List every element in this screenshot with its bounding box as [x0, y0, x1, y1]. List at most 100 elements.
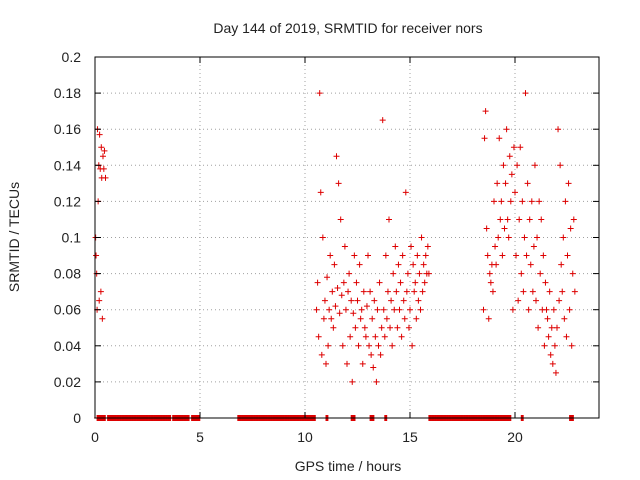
- y-tick-label: 0.1: [62, 230, 82, 246]
- data-point: [398, 333, 405, 340]
- data-point: [93, 252, 100, 259]
- data-point: [386, 216, 392, 223]
- data-point: [402, 189, 409, 196]
- data-point: [496, 135, 503, 142]
- data-point: [344, 360, 350, 367]
- chart-title: Day 144 of 2019, SRMTID for receiver nor…: [213, 20, 482, 36]
- data-point: [377, 351, 384, 358]
- data-point: [519, 198, 526, 205]
- data-point: [485, 315, 492, 322]
- data-point: [502, 180, 509, 187]
- data-point: [501, 225, 508, 232]
- y-tick-label: 0.14: [54, 157, 81, 173]
- data-point: [330, 324, 337, 331]
- data-point: [418, 234, 425, 241]
- data-point: [401, 315, 408, 322]
- data-point: [417, 306, 424, 313]
- data-point: [396, 306, 403, 313]
- data-point: [507, 198, 514, 205]
- data-point: [564, 252, 571, 259]
- data-point: [534, 234, 541, 241]
- data-point: [101, 147, 108, 154]
- data-point: [523, 252, 530, 259]
- data-point: [96, 297, 103, 304]
- data-point: [332, 303, 339, 310]
- data-point: [422, 252, 429, 259]
- data-point: [360, 288, 367, 295]
- data-point: [562, 198, 569, 205]
- data-point: [425, 270, 432, 277]
- data-point: [374, 306, 381, 313]
- data-point: [329, 288, 336, 295]
- data-point: [493, 261, 500, 268]
- data-point: [339, 342, 346, 349]
- data-point: [505, 234, 512, 241]
- data-point: [544, 315, 551, 322]
- data-point: [359, 360, 366, 367]
- data-point: [316, 90, 323, 97]
- data-point: [357, 315, 364, 322]
- data-point: [529, 288, 536, 295]
- data-point: [567, 225, 574, 232]
- data-point: [336, 310, 343, 317]
- data-point: [566, 306, 573, 313]
- data-point: [389, 342, 396, 349]
- data-point: [543, 306, 550, 313]
- data-point: [530, 243, 537, 250]
- data-point: [552, 369, 559, 376]
- data-point: [388, 297, 395, 304]
- data-point: [535, 324, 542, 331]
- data-point: [97, 288, 104, 295]
- data-point: [397, 279, 404, 286]
- data-point: [522, 90, 529, 97]
- data-point: [399, 252, 406, 259]
- y-tick-label: 0.06: [54, 302, 81, 318]
- data-point: [392, 243, 399, 250]
- data-point: [420, 261, 427, 268]
- data-point: [515, 297, 522, 304]
- data-point: [536, 198, 543, 205]
- data-point: [548, 324, 555, 331]
- data-point: [99, 315, 106, 322]
- x-tick-label: 20: [507, 429, 523, 445]
- data-point: [514, 162, 521, 169]
- data-point: [383, 315, 390, 322]
- x-tick-label: 10: [297, 429, 313, 445]
- data-point: [407, 306, 413, 313]
- data-point: [351, 252, 358, 259]
- data-point: [541, 342, 548, 349]
- data-point: [347, 333, 354, 340]
- data-point: [538, 216, 545, 223]
- data-point: [353, 279, 360, 286]
- data-point: [363, 303, 370, 310]
- data-point: [551, 342, 558, 349]
- data-point: [371, 297, 378, 304]
- data-point: [354, 297, 361, 304]
- data-point: [537, 270, 544, 277]
- data-point: [335, 180, 342, 187]
- y-tick-label: 0.16: [54, 121, 81, 137]
- data-point: [503, 126, 510, 133]
- data-point: [315, 333, 322, 340]
- data-point: [554, 324, 560, 331]
- data-point: [494, 180, 501, 187]
- data-point: [333, 153, 340, 160]
- data-point: [512, 189, 518, 196]
- data-point: [540, 252, 547, 259]
- data-point: [557, 162, 564, 169]
- data-point: [558, 261, 565, 268]
- x-tick-label: 5: [196, 429, 204, 445]
- data-point: [486, 270, 493, 277]
- data-point: [365, 252, 371, 259]
- data-point: [404, 270, 411, 277]
- data-point: [415, 297, 422, 304]
- data-point: [327, 252, 334, 259]
- data-point: [331, 261, 338, 268]
- data-point: [323, 360, 329, 367]
- data-point: [400, 297, 407, 304]
- y-tick-label: 0.04: [54, 338, 81, 354]
- data-point: [382, 252, 389, 259]
- data-point: [520, 288, 527, 295]
